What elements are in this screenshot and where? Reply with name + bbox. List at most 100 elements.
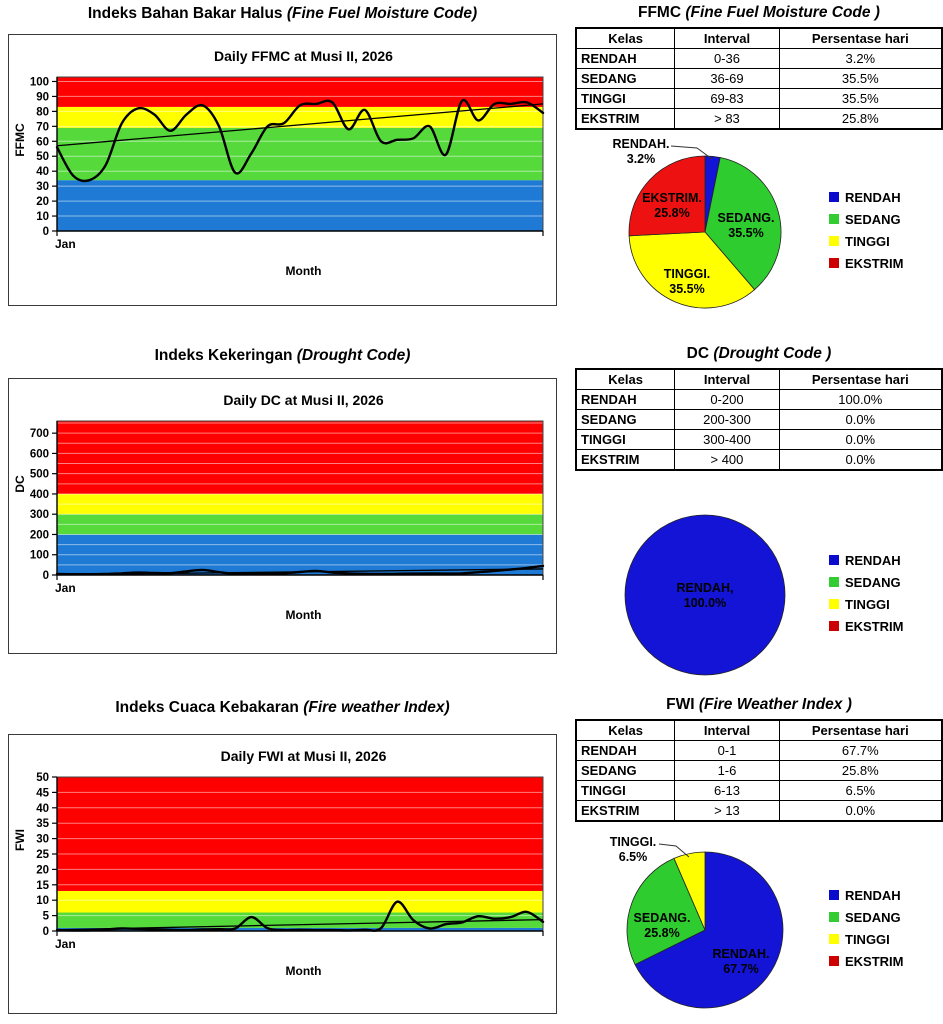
cell-persentase: 25.8%: [778, 108, 943, 130]
col-header-kelas: Kelas: [575, 27, 676, 49]
dc-chart-title: Daily DC at Musi II, 2026: [223, 392, 384, 408]
cell-persentase: 0.0%: [778, 429, 943, 450]
cell-persentase: 25.8%: [778, 760, 943, 781]
table-row: EKSTRIM > 83 25.8%: [575, 108, 943, 130]
col-header-kelas: Kelas: [575, 719, 676, 741]
cell-persentase: 0.0%: [778, 409, 943, 430]
dc-pie-block: RENDAH, 100.0% RENDAH SEDANG TINGGI EKSTR…: [575, 495, 943, 691]
cell-persentase: 35.5%: [778, 68, 943, 89]
svg-text:700: 700: [30, 428, 49, 440]
legend-label: SEDANG: [845, 909, 901, 925]
table-row: SEDANG 36-69 35.5%: [575, 68, 943, 89]
table-row: RENDAH 0-36 3.2%: [575, 48, 943, 69]
svg-text:30: 30: [36, 834, 49, 846]
table-row: RENDAH 0-1 67.7%: [575, 740, 943, 761]
svg-text:300: 300: [30, 509, 49, 521]
fwi-pie-legend: RENDAH SEDANG TINGGI EKSTRIM: [829, 881, 904, 976]
legend-item-rendah: RENDAH: [829, 190, 904, 205]
svg-text:100: 100: [30, 550, 49, 562]
cell-interval: 0-36: [674, 48, 780, 69]
svg-text:70: 70: [36, 121, 49, 133]
title-main: Indeks Cuaca Kebakaran: [115, 699, 304, 716]
fwi-x-axis-label: Month: [285, 964, 322, 978]
dc-stats-column: DC (Drought Code ) Kelas Interval Persen…: [575, 336, 943, 691]
ffmc-line-plot: 0 10 20 30 40 50 60 70 80 90 100 Jan: [30, 76, 545, 251]
legend-swatch-rendah: [829, 890, 839, 900]
fwi-line-chart-frame: Daily FWI at Musi II, 2026 FWI 0 5 10 15 20 2…: [8, 734, 557, 1014]
table-row: TINGGI 6-13 6.5%: [575, 780, 943, 801]
ffmc-y-axis-label: FFMC: [13, 123, 27, 157]
legend-swatch-sedang: [829, 577, 839, 587]
svg-text:35: 35: [36, 818, 49, 830]
svg-text:30: 30: [36, 181, 49, 193]
legend-swatch-ekstrim: [829, 956, 839, 966]
svg-text:RENDAH.: RENDAH.: [613, 137, 670, 151]
svg-text:100: 100: [30, 76, 49, 88]
cell-persentase: 35.5%: [778, 88, 943, 109]
cell-kelas: EKSTRIM: [575, 108, 676, 130]
ffmc-chart-title: Daily FFMC at Musi II, 2026: [214, 48, 393, 64]
title-main: Indeks Kekeringan: [154, 347, 297, 364]
svg-text:400: 400: [30, 489, 49, 501]
fwi-chart-title: Daily FWI at Musi II, 2026: [220, 748, 387, 764]
cell-interval: 69-83: [674, 88, 780, 109]
svg-text:TINGGI.: TINGGI.: [610, 835, 657, 849]
ffmc-stats-column: FFMC (Fine Fuel Moisture Code ) Kelas In…: [575, 0, 943, 328]
svg-text:35.5%: 35.5%: [669, 282, 704, 296]
dc-table-title: DC (Drought Code ): [575, 345, 943, 363]
cell-kelas: RENDAH: [575, 740, 676, 761]
legend-item-sedang: SEDANG: [829, 212, 904, 227]
legend-item-ekstrim: EKSTRIM: [829, 619, 904, 634]
legend-swatch-tinggi: [829, 934, 839, 944]
svg-text:Jan: Jan: [55, 237, 76, 251]
col-header-persentase: Persentase hari: [778, 27, 943, 49]
legend-label: TINGGI: [845, 233, 890, 249]
svg-text:40: 40: [36, 803, 49, 815]
cell-interval: > 13: [674, 800, 780, 822]
svg-text:10: 10: [36, 895, 49, 907]
title-italic: (Fire weather Index): [303, 699, 450, 716]
svg-text:25.8%: 25.8%: [654, 206, 689, 220]
table-row: EKSTRIM > 400 0.0%: [575, 449, 943, 471]
legend-item-ekstrim: EKSTRIM: [829, 256, 904, 271]
fwi-line-plot: 0 5 10 15 20 25 30 35 40 45 50 Jan: [36, 772, 545, 951]
svg-text:90: 90: [36, 91, 49, 103]
ffmc-pie-chart: RENDAH.3.2%SEDANG.35.5%TINGGI.35.5%EKSTR…: [613, 137, 782, 309]
legend-swatch-sedang: [829, 912, 839, 922]
cell-kelas: TINGGI: [575, 429, 676, 450]
cell-persentase: 67.7%: [778, 740, 943, 761]
dc-chart-column: Indeks Kekeringan (Drought Code) Daily D…: [8, 336, 557, 654]
cell-kelas: RENDAH: [575, 48, 676, 69]
header-row: Kelas Interval Persentase hari: [575, 719, 943, 741]
svg-text:40: 40: [36, 166, 49, 178]
legend-item-tinggi: TINGGI: [829, 597, 904, 612]
legend-label: RENDAH: [845, 189, 901, 205]
svg-text:RENDAH,: RENDAH,: [677, 581, 734, 595]
svg-text:50: 50: [36, 151, 49, 163]
cell-interval: > 400: [674, 449, 780, 471]
legend-swatch-ekstrim: [829, 258, 839, 268]
legend-item-sedang: SEDANG: [829, 575, 904, 590]
legend-label: TINGGI: [845, 596, 890, 612]
legend-label: TINGGI: [845, 931, 890, 947]
fwi-y-axis-label: FWI: [13, 829, 27, 851]
title-main: Indeks Bahan Bakar Halus: [87, 5, 287, 22]
svg-text:0: 0: [43, 226, 49, 238]
ffmc-x-axis-label: Month: [285, 264, 322, 278]
col-header-interval: Interval: [674, 719, 780, 741]
legend-swatch-ekstrim: [829, 621, 839, 631]
legend-swatch-tinggi: [829, 236, 839, 246]
svg-text:200: 200: [30, 529, 49, 541]
legend-item-tinggi: TINGGI: [829, 932, 904, 947]
cell-interval: 0-1: [674, 740, 780, 761]
dc-line-plot: 0 100 200 300 400 500 600 700 Jan: [30, 420, 545, 595]
table-row: RENDAH 0-200 100.0%: [575, 389, 943, 410]
legend-label: SEDANG: [845, 211, 901, 227]
table-title-italic: (Fine Fuel Moisture Code ): [685, 4, 880, 21]
svg-text:50: 50: [36, 772, 49, 784]
svg-text:35.5%: 35.5%: [728, 226, 763, 240]
legend-label: RENDAH: [845, 887, 901, 903]
legend-swatch-sedang: [829, 214, 839, 224]
table-title-italic: (Drought Code ): [713, 345, 832, 362]
